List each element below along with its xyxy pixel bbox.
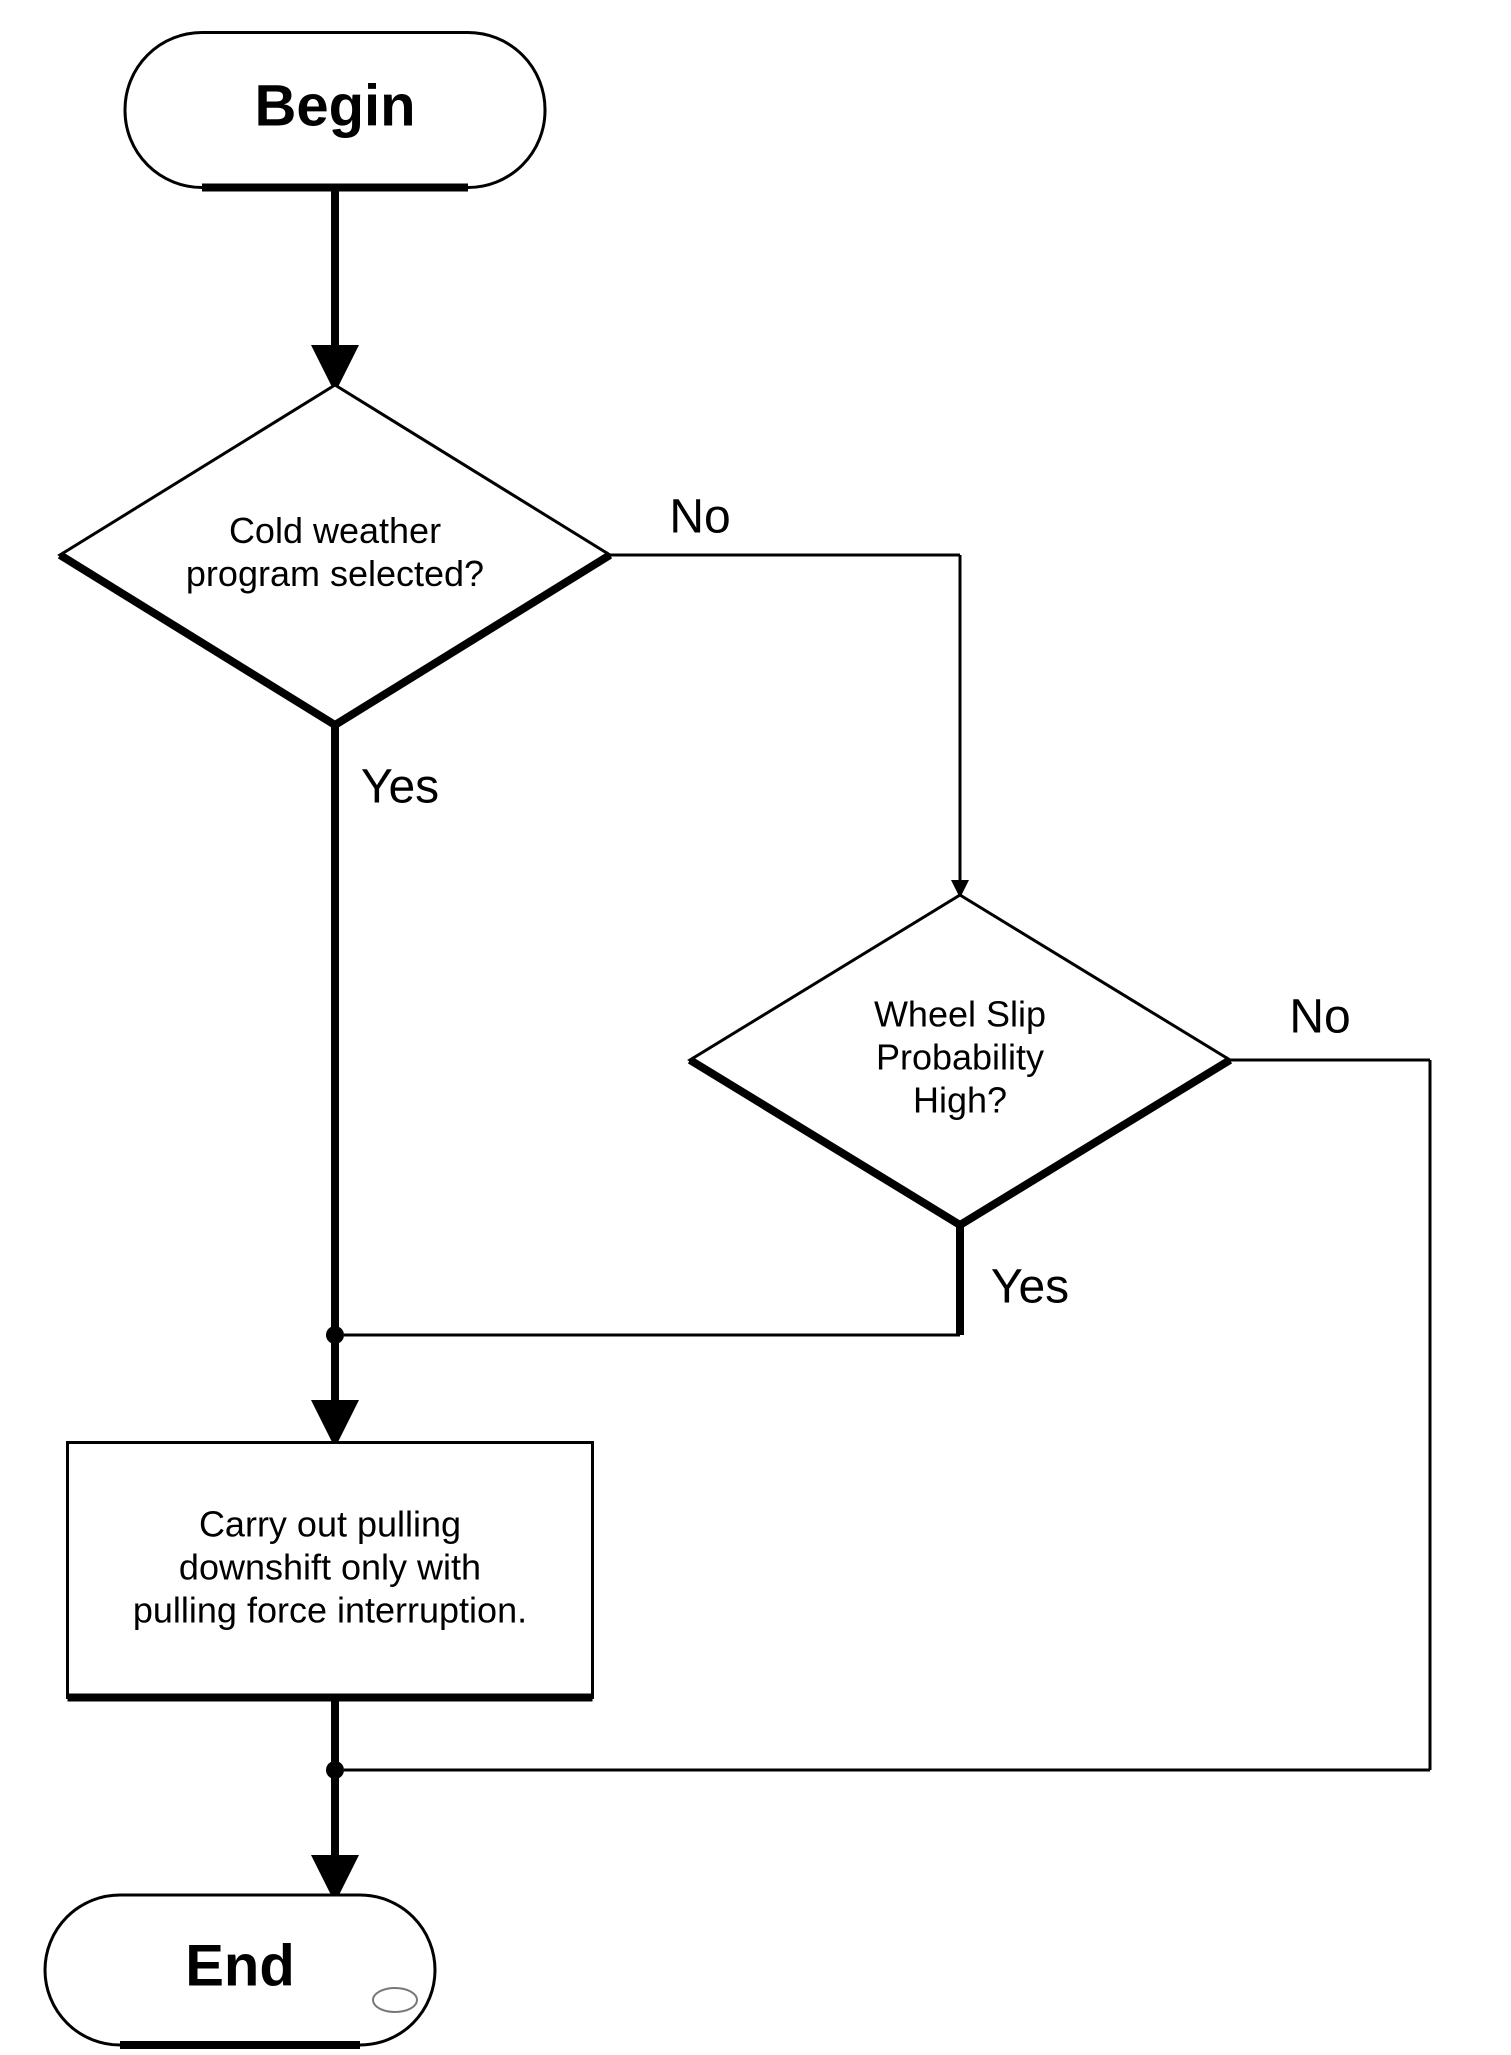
decision2-node: Wheel SlipProbabilityHigh? xyxy=(690,895,1230,1225)
edge-label-d2_yes_v: Yes xyxy=(991,1261,1069,1314)
nodes-layer: BeginCold weatherprogram selected?Wheel … xyxy=(45,33,1230,2046)
end-node: End xyxy=(45,1895,435,2045)
decision1-node: Cold weatherprogram selected? xyxy=(60,385,610,725)
svg-text:Wheel Slip: Wheel Slip xyxy=(874,993,1046,1034)
svg-text:program selected?: program selected? xyxy=(186,553,484,594)
svg-text:downshift only with: downshift only with xyxy=(179,1547,481,1588)
svg-text:pulling force interruption.: pulling force interruption. xyxy=(133,1590,527,1631)
svg-text:Carry out pulling: Carry out pulling xyxy=(199,1503,461,1544)
flowchart-canvas: BeginCold weatherprogram selected?Wheel … xyxy=(0,0,1511,2055)
svg-text:Begin: Begin xyxy=(254,73,415,138)
edge-label-d2_no_h: No xyxy=(1289,991,1350,1044)
process-node: Carry out pullingdownshift only withpull… xyxy=(68,1443,593,1698)
begin-node: Begin xyxy=(125,33,545,188)
svg-text:High?: High? xyxy=(913,1080,1007,1121)
svg-text:Probability: Probability xyxy=(876,1037,1044,1078)
j2 xyxy=(326,1761,344,1779)
j1 xyxy=(326,1326,344,1344)
edge-label-d1_yes: Yes xyxy=(361,761,439,814)
svg-text:Cold weather: Cold weather xyxy=(229,510,441,551)
edge-label-d1_no_h: No xyxy=(669,491,730,544)
svg-text:End: End xyxy=(185,1933,295,1998)
